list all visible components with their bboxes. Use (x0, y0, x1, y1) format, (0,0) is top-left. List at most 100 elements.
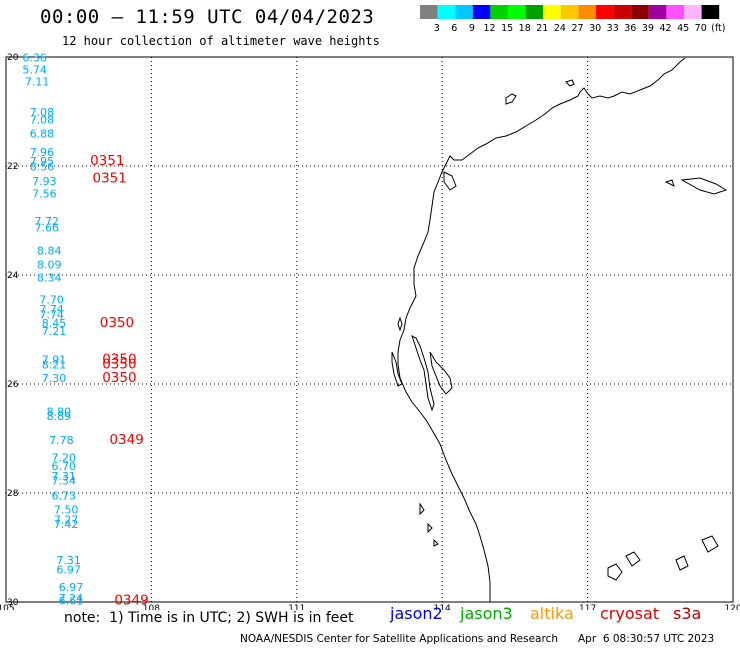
wave-height-label: 8.09 (37, 258, 62, 271)
chart-title: 00:00 – 11:59 UTC 04/04/2023 (40, 6, 375, 28)
x-tick-label: 105 (0, 604, 15, 610)
chart-subtitle: 12 hour collection of altimeter wave hei… (62, 34, 380, 48)
y-tick-label: 26 (7, 380, 19, 390)
island (419, 502, 425, 516)
color-swatch (648, 5, 667, 19)
wave-height-label: 8.34 (37, 272, 62, 285)
wave-height-label: 7.74 (39, 309, 64, 322)
color-scale-label: 36 (624, 23, 636, 34)
peninsula (429, 351, 453, 395)
y-tick-label: 22 (7, 162, 18, 172)
legend-cryosat: cryosat (600, 604, 660, 623)
x-tick-label: 120 (724, 604, 740, 610)
wave-height-label: 7.30 (42, 372, 66, 385)
color-scale-label: 33 (607, 23, 619, 34)
island (675, 555, 689, 571)
x-tick-label: 111 (288, 604, 305, 610)
wave-height-label: 7.24 (59, 592, 83, 605)
island (607, 563, 623, 581)
wave-height-label: 7.56 (32, 188, 57, 201)
color-scale-label: 30 (589, 23, 601, 34)
color-scale-label: 9 (469, 23, 475, 34)
color-scale-legend: 3 6 9 12 15 18 21 24 27 30 33 36 39 42 45 70 (ft) (420, 5, 725, 34)
color-swatch (631, 5, 649, 19)
pass-time-label: 0351 (93, 170, 127, 186)
legend-s3a: s3a (673, 604, 702, 623)
wave-height-label: 6.97 (56, 564, 81, 577)
island (664, 179, 675, 187)
wave-height-label: 7.11 (25, 75, 49, 88)
wave-height-label: 7.95 (30, 155, 55, 168)
wave-height-label: 7.93 (32, 175, 57, 188)
wave-height-label: 7.34 (52, 474, 77, 487)
wave-height-label: 7.96 (30, 146, 55, 159)
color-scale-label: 15 (501, 23, 513, 34)
color-scale-label: 27 (571, 23, 583, 34)
color-scale-label: 70 (695, 23, 707, 34)
color-scale-label: 3 (434, 23, 440, 34)
y-tick-label: 24 (7, 271, 19, 281)
wave-height-label: 8.56 (30, 160, 55, 173)
x-tick-label: 114 (434, 604, 451, 610)
wave-height-label: 7.21 (42, 325, 66, 338)
color-swatch (666, 5, 684, 19)
color-swatch (420, 5, 438, 19)
legend-altika: altika (530, 604, 574, 623)
color-scale-label: (ft) (711, 23, 725, 34)
x-tick-label: 117 (579, 604, 596, 610)
wave-height-label: 8.80 (47, 406, 71, 419)
pass-time-label: 0350 (102, 357, 136, 373)
color-swatch (684, 5, 702, 19)
wave-height-label: 8.89 (47, 410, 71, 423)
pass-time-label: 0349 (109, 432, 143, 448)
pass-time-label: 0350 (100, 315, 134, 331)
island (427, 522, 433, 534)
map-frame (5, 56, 734, 603)
color-scale-label: 18 (519, 23, 531, 34)
island (680, 177, 728, 195)
wave-height-label: 7.50 (54, 504, 79, 517)
footer-timestamp: Apr 6 08:30:57 UTC 2023 (578, 633, 715, 645)
pass-time-label: 0350 (102, 370, 136, 386)
peninsula (411, 335, 435, 412)
wave-height-label: 7.42 (54, 518, 79, 531)
color-swatch (455, 5, 473, 19)
island (433, 538, 439, 547)
wave-height-label: 8.84 (37, 244, 62, 257)
color-swatch (701, 5, 720, 19)
color-scale-label: 12 (483, 23, 495, 34)
island (397, 316, 403, 332)
color-swatch (437, 5, 456, 19)
color-swatch (508, 5, 526, 19)
wave-height-label: 7.31 (56, 554, 81, 567)
legend-jason3: jason3 (460, 604, 513, 623)
island (565, 79, 575, 87)
footer-credit: NOAA/NESDIS Center for Satellite Applica… (240, 633, 558, 645)
wave-height-label: 7.74 (39, 303, 64, 316)
wave-height-label: 7.27 (54, 514, 79, 527)
wave-height-label: 6.97 (59, 581, 83, 594)
color-scale-label: 39 (642, 23, 654, 34)
wave-height-label: 7.31 (52, 470, 77, 483)
color-scale-label: 42 (659, 23, 671, 34)
wave-height-label: 7.20 (52, 451, 77, 464)
color-swatch (472, 5, 491, 19)
wave-height-label: 7.08 (30, 106, 55, 119)
color-swatch (525, 5, 544, 19)
wave-height-label: 7.78 (49, 434, 74, 447)
pass-time-label: 0350 (102, 351, 136, 367)
color-scale-label: 21 (536, 23, 548, 34)
color-swatch (613, 5, 632, 19)
color-swatch (578, 5, 596, 19)
color-scale-label: 24 (554, 23, 566, 34)
y-tick-label: 20 (7, 53, 19, 63)
y-tick-label: 28 (7, 489, 19, 499)
wave-height-label: 6.70 (52, 460, 77, 473)
coastline (397, 57, 686, 602)
wave-height-label: 7.91 (42, 353, 66, 366)
pass-time-label: 0349 (114, 593, 148, 609)
island (391, 351, 403, 387)
wave-height-map: 105 108 111 114 117 1202022242628306.365.747.… (0, 51, 740, 610)
wave-height-label: 6.36 (22, 51, 46, 64)
wave-height-label: 8.45 (42, 317, 66, 330)
